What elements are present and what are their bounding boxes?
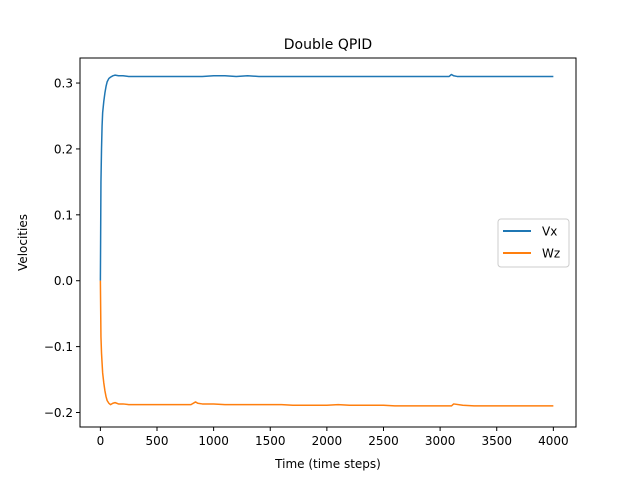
y-tick-label: 0.0 xyxy=(54,274,73,288)
series-line-wz xyxy=(99,280,554,407)
y-tick-label: 0.3 xyxy=(54,77,73,91)
x-tick-label: 1000 xyxy=(198,434,229,448)
y-tick-label: 0.1 xyxy=(54,208,73,222)
y-axis-title: Velocities xyxy=(16,214,30,271)
y-tick-label: −0.1 xyxy=(44,340,73,354)
x-axis-title: Time (time steps) xyxy=(274,457,381,471)
ticks-layer: 0 500 1000 1500 2000 2500 3000 3500 4000 −0.2 −0.1… xyxy=(44,77,569,448)
legend-label-wz: Wz xyxy=(542,247,560,261)
x-tick-label: 2500 xyxy=(368,434,399,448)
series-line-vx xyxy=(99,73,554,281)
x-tick-label: 3500 xyxy=(481,434,512,448)
x-tick-label: 500 xyxy=(146,434,169,448)
legend-label-vx: Vx xyxy=(542,225,557,239)
y-tick-label: 0.2 xyxy=(54,142,73,156)
series-layer xyxy=(99,73,554,407)
plot-frame xyxy=(79,57,577,428)
x-tick-label: 4000 xyxy=(538,434,569,448)
x-tick-label: 2000 xyxy=(312,434,343,448)
x-tick-label: 0 xyxy=(97,434,105,448)
y-tick-label: −0.2 xyxy=(44,406,73,420)
chart-title: Double QPID xyxy=(284,37,372,53)
legend: Vx Wz xyxy=(497,218,570,268)
x-tick-label: 3000 xyxy=(425,434,456,448)
x-tick-label: 1500 xyxy=(255,434,286,448)
